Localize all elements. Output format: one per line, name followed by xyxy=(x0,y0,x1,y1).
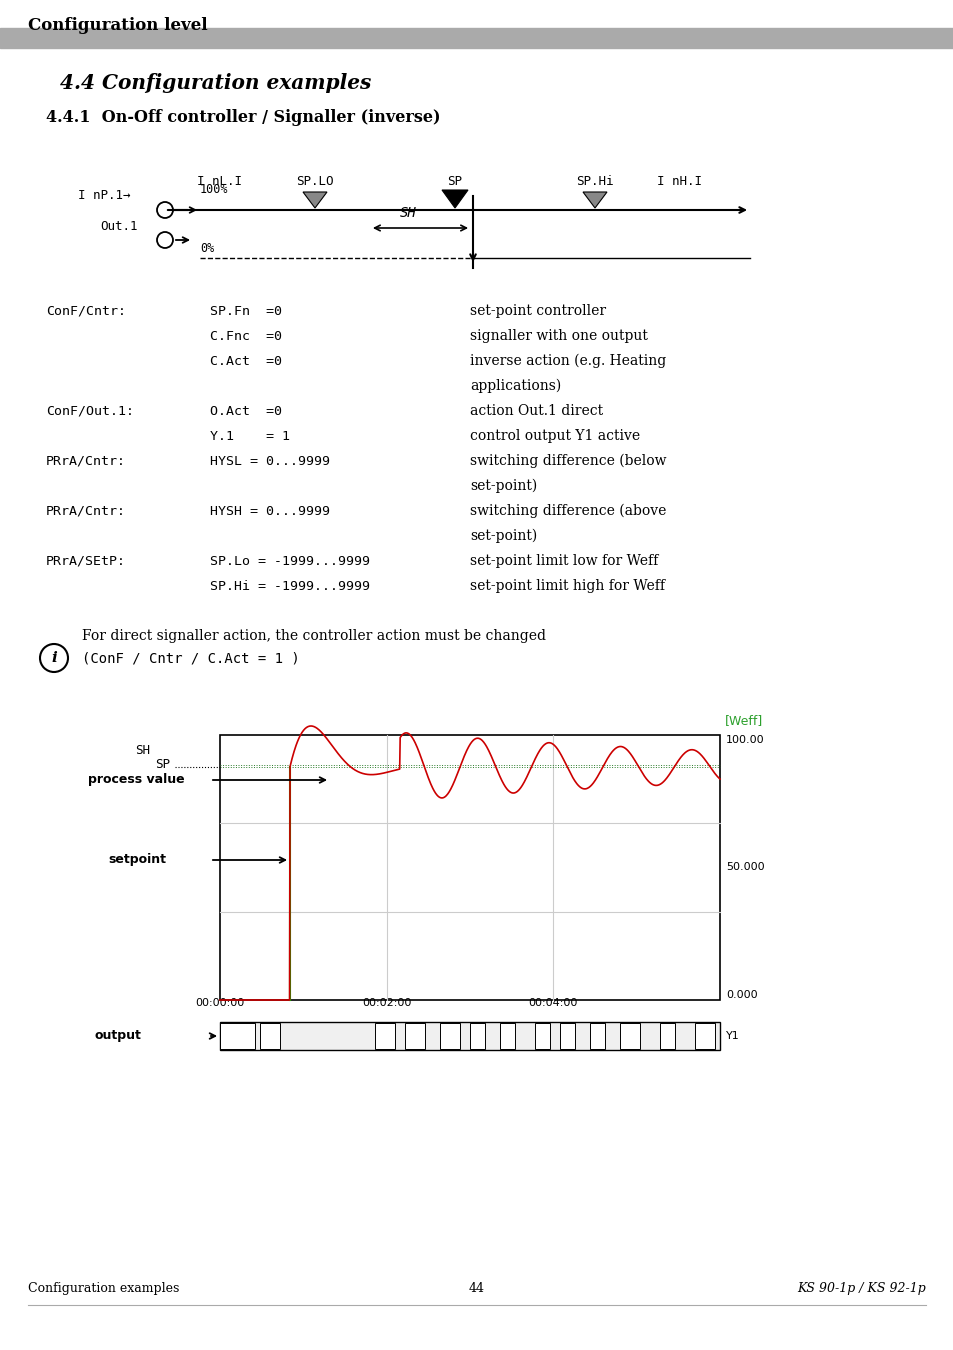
Text: PRrA/Cntr:: PRrA/Cntr: xyxy=(46,455,126,468)
Text: 100.00: 100.00 xyxy=(725,734,763,745)
Text: ConF/Out.1:: ConF/Out.1: xyxy=(46,405,133,418)
Text: 50.000: 50.000 xyxy=(725,863,763,872)
Text: I nH.I: I nH.I xyxy=(657,176,701,188)
Bar xyxy=(260,1023,280,1049)
Text: 4.4 Configuration examples: 4.4 Configuration examples xyxy=(60,73,371,93)
Text: i: i xyxy=(51,651,57,666)
Text: HYSL = 0...9999: HYSL = 0...9999 xyxy=(210,455,330,468)
Text: 0.000: 0.000 xyxy=(725,990,757,1000)
Text: Configuration examples: Configuration examples xyxy=(28,1282,179,1295)
Bar xyxy=(695,1023,714,1049)
Text: 00:04:00: 00:04:00 xyxy=(528,998,578,1008)
Text: applications): applications) xyxy=(470,378,560,393)
Text: set-point): set-point) xyxy=(470,529,537,543)
Bar xyxy=(220,1023,254,1049)
Text: PRrA/SEtP:: PRrA/SEtP: xyxy=(46,555,126,568)
Text: HYSH = 0...9999: HYSH = 0...9999 xyxy=(210,505,330,518)
Bar xyxy=(375,1023,395,1049)
Text: ConF/Cntr:: ConF/Cntr: xyxy=(46,305,126,319)
Text: Y.1    = 1: Y.1 = 1 xyxy=(210,431,290,443)
Text: output: output xyxy=(95,1030,142,1042)
Text: setpoint: setpoint xyxy=(108,853,166,867)
Text: For direct signaller action, the controller action must be changed: For direct signaller action, the control… xyxy=(82,629,545,643)
Polygon shape xyxy=(441,190,468,208)
Text: set-point limit low for Weff: set-point limit low for Weff xyxy=(470,554,658,568)
Bar xyxy=(659,1023,675,1049)
Bar xyxy=(220,1022,720,1050)
Text: SH: SH xyxy=(399,207,416,220)
Text: SP: SP xyxy=(447,176,462,188)
Text: I nP.1→: I nP.1→ xyxy=(78,189,131,202)
Text: SP.LO: SP.LO xyxy=(296,176,334,188)
Text: SP.Lo = -1999...9999: SP.Lo = -1999...9999 xyxy=(210,555,370,568)
Bar xyxy=(559,1023,575,1049)
Text: Y1: Y1 xyxy=(725,1031,739,1041)
Text: O.Act  =0: O.Act =0 xyxy=(210,405,282,418)
Text: 00:02:00: 00:02:00 xyxy=(361,998,411,1008)
Text: switching difference (above: switching difference (above xyxy=(470,504,666,518)
Bar xyxy=(619,1023,639,1049)
Text: PRrA/Cntr:: PRrA/Cntr: xyxy=(46,505,126,518)
Polygon shape xyxy=(582,192,606,208)
Bar xyxy=(439,1023,459,1049)
Text: set-point limit high for Weff: set-point limit high for Weff xyxy=(470,579,664,593)
Text: 100%: 100% xyxy=(200,184,229,196)
Text: C.Act  =0: C.Act =0 xyxy=(210,355,282,369)
Text: SH: SH xyxy=(135,744,150,757)
Bar xyxy=(0,28,953,49)
Text: inverse action (e.g. Heating: inverse action (e.g. Heating xyxy=(470,354,665,369)
Text: set-point controller: set-point controller xyxy=(470,304,605,319)
Text: 0%: 0% xyxy=(200,242,214,255)
Text: process value: process value xyxy=(88,774,185,787)
Text: SP.Hi = -1999...9999: SP.Hi = -1999...9999 xyxy=(210,580,370,593)
Bar xyxy=(589,1023,604,1049)
Bar xyxy=(499,1023,515,1049)
Text: control output Y1 active: control output Y1 active xyxy=(470,429,639,443)
Text: set-point): set-point) xyxy=(470,479,537,493)
Text: I nL.I: I nL.I xyxy=(197,176,242,188)
Bar xyxy=(220,734,720,1000)
Text: switching difference (below: switching difference (below xyxy=(470,454,666,468)
Text: KS 90-1p / KS 92-1p: KS 90-1p / KS 92-1p xyxy=(797,1282,925,1295)
Text: 00:00:00: 00:00:00 xyxy=(195,998,244,1008)
Text: Configuration level: Configuration level xyxy=(28,18,208,34)
Text: 4.4.1  On-Off controller / Signaller (inverse): 4.4.1 On-Off controller / Signaller (inv… xyxy=(46,109,440,126)
Text: SP: SP xyxy=(154,759,170,771)
Text: (ConF / Cntr / C.Act = 1 ): (ConF / Cntr / C.Act = 1 ) xyxy=(82,651,299,666)
Text: Out.1: Out.1 xyxy=(100,220,137,234)
Bar xyxy=(535,1023,550,1049)
Bar xyxy=(470,1023,484,1049)
Text: SP.Fn  =0: SP.Fn =0 xyxy=(210,305,282,319)
Text: C.Fnc  =0: C.Fnc =0 xyxy=(210,329,282,343)
Text: [Weff]: [Weff] xyxy=(724,714,762,728)
Text: SP.Hi: SP.Hi xyxy=(576,176,613,188)
Text: action Out.1 direct: action Out.1 direct xyxy=(470,404,602,418)
Polygon shape xyxy=(303,192,327,208)
Text: signaller with one output: signaller with one output xyxy=(470,329,647,343)
Bar xyxy=(405,1023,424,1049)
Text: 44: 44 xyxy=(469,1282,484,1295)
